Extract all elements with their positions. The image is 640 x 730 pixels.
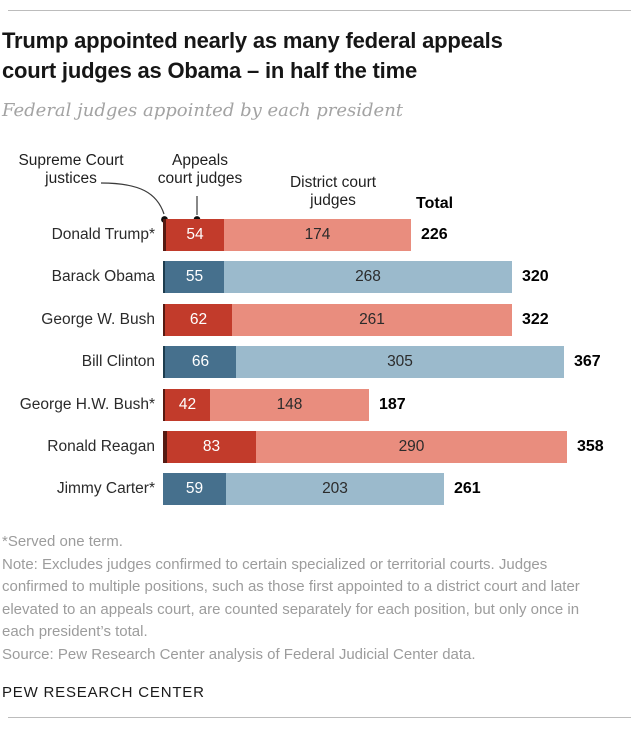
chart-title: Trump appointed nearly as many federal a… <box>2 26 622 86</box>
value-label-district: 290 <box>398 438 425 455</box>
bar-row: Jimmy Carter* 59 203 261 <box>0 473 640 505</box>
value-label-district: 261 <box>359 311 385 328</box>
value-label-appeals: 42 <box>178 396 197 413</box>
note: Note: Excludes judges confirmed to certa… <box>2 555 580 641</box>
source: Source: Pew Research Center analysis of … <box>2 645 476 663</box>
segment-appeals-court: 83 <box>167 431 256 463</box>
value-label-district: 174 <box>304 226 331 243</box>
bar-row: George H.W. Bush* 42 148 187 <box>0 389 640 421</box>
segment-supreme-court <box>163 304 165 336</box>
bottom-rule <box>8 717 631 718</box>
stacked-bar: 55 268 <box>163 261 512 293</box>
segment-appeals-court: 54 <box>166 219 224 251</box>
value-label-appeals: 66 <box>191 353 210 370</box>
leader-curve <box>100 182 165 215</box>
value-label-district: 268 <box>355 268 381 285</box>
bar-row: Barack Obama 55 268 320 <box>0 261 640 293</box>
total-label: 322 <box>522 311 549 328</box>
stacked-bar: 66 305 <box>163 346 564 378</box>
value-label-district: 203 <box>322 480 348 497</box>
legend-label-supreme-court: Supreme Court justices <box>0 152 146 187</box>
segment-appeals-court: 66 <box>165 346 236 378</box>
segment-district-court: 174 <box>224 219 411 251</box>
value-label-appeals: 62 <box>189 311 208 328</box>
segment-appeals-court: 55 <box>165 261 224 293</box>
legend-label-appeals-court: Appeals court judges <box>140 152 260 187</box>
legend-appeals-line2: court judges <box>157 169 243 187</box>
value-label-appeals: 83 <box>202 438 221 455</box>
chart-subtitle: Federal judges appointed by each preside… <box>2 100 404 121</box>
president-label: George H.W. Bush* <box>19 396 155 413</box>
legend-appeals-line1: Appeals <box>171 152 228 169</box>
value-label-district: 305 <box>387 353 413 370</box>
total-label: 187 <box>379 396 406 413</box>
total-label: 320 <box>522 268 549 285</box>
legend-supreme-line1: Supreme Court <box>18 152 124 169</box>
legend-pointer-svg <box>100 182 201 223</box>
footnote: *Served one term. <box>2 533 123 550</box>
segment-supreme-court <box>163 389 165 421</box>
legend-label-total: Total <box>416 195 454 212</box>
segment-supreme-court <box>163 261 165 293</box>
bar-row: George W. Bush 62 261 322 <box>0 304 640 336</box>
stacked-bar: 59 203 <box>163 473 444 505</box>
president-label: Ronald Reagan <box>47 438 155 455</box>
segment-district-court: 261 <box>232 304 512 336</box>
chart-title-line1: Trump appointed nearly as many federal a… <box>2 28 503 53</box>
footer-notes: *Served one term. Note: Excludes judges … <box>2 531 614 666</box>
segment-district-court: 290 <box>256 431 567 463</box>
stacked-bar: 83 290 <box>163 431 567 463</box>
stacked-bar: 62 261 <box>163 304 512 336</box>
segment-district-court: 148 <box>210 389 369 421</box>
president-label: George W. Bush <box>41 311 155 328</box>
chart-title-line2: court judges as Obama – in half the time <box>2 58 417 83</box>
value-label-appeals: 59 <box>185 480 204 497</box>
president-label: Jimmy Carter* <box>56 480 155 497</box>
president-label: Donald Trump* <box>51 226 155 243</box>
segment-appeals-court: 42 <box>165 389 210 421</box>
value-label-appeals: 55 <box>185 268 204 285</box>
value-label-appeals: 54 <box>186 226 204 243</box>
total-label: 226 <box>421 226 448 243</box>
legend-district-line2: judges <box>310 191 356 209</box>
president-label: Barack Obama <box>51 268 155 285</box>
bar-row: Donald Trump* 54 174 226 <box>0 219 640 251</box>
segment-district-court: 268 <box>224 261 512 293</box>
segment-supreme-court <box>163 431 167 463</box>
stacked-bar: 54 174 <box>163 219 411 251</box>
legend-supreme-line2: justices <box>45 169 97 187</box>
top-rule <box>8 10 631 11</box>
stacked-bar: 42 148 <box>163 389 369 421</box>
total-label: 367 <box>574 353 601 370</box>
total-label: 261 <box>454 480 481 497</box>
segment-supreme-court <box>163 346 165 378</box>
president-label: Bill Clinton <box>81 353 155 370</box>
segment-district-court: 305 <box>236 346 564 378</box>
segment-appeals-court: 59 <box>163 473 226 505</box>
segment-appeals-court: 62 <box>165 304 232 336</box>
legend-district-line1: District court <box>289 174 377 191</box>
segment-supreme-court <box>163 219 166 251</box>
segment-district-court: 203 <box>226 473 444 505</box>
bar-row: Ronald Reagan 83 290 358 <box>0 431 640 463</box>
value-label-district: 148 <box>276 396 303 413</box>
bar-row: Bill Clinton 66 305 367 <box>0 346 640 378</box>
legend-label-district-court: District court judges <box>268 174 398 209</box>
pew-wordmark: PEW RESEARCH CENTER <box>2 684 205 701</box>
total-label: 358 <box>577 438 604 455</box>
